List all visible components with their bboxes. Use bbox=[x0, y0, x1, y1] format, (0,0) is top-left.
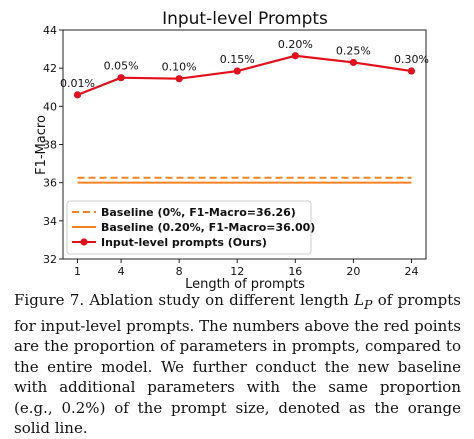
data-point bbox=[117, 74, 125, 82]
legend-label: Input-level prompts (Ours) bbox=[101, 236, 267, 249]
data-point bbox=[407, 67, 416, 75]
legend-marker bbox=[80, 238, 88, 246]
chart-title: Input-level Prompts bbox=[162, 9, 328, 29]
data-label: 0.25% bbox=[336, 44, 371, 57]
y-tick-label: 34 bbox=[43, 215, 57, 228]
data-point bbox=[233, 67, 241, 75]
data-point bbox=[349, 58, 357, 67]
x-axis-label: Length of prompts bbox=[185, 277, 305, 292]
data-label: 0.10% bbox=[162, 61, 197, 74]
y-tick-label: 42 bbox=[43, 62, 57, 75]
axes: 32 34 36 38 40 42 44 1 4 8 12 16 20 24 bbox=[43, 24, 418, 278]
caption-prefix: Figure 7. Ablation study on different le… bbox=[14, 291, 355, 309]
data-label: 0.05% bbox=[104, 60, 139, 73]
legend-box bbox=[66, 200, 312, 255]
baselines bbox=[77, 176, 412, 184]
legend: Baseline (0%, F1-Macro=36.26) Baseline (0… bbox=[66, 200, 315, 255]
data-label: 0.30% bbox=[394, 53, 429, 66]
data-point bbox=[73, 91, 82, 99]
caption-suffix: of prompts for input-level prompts. The … bbox=[14, 291, 461, 437]
data-label: 0.01% bbox=[60, 77, 95, 90]
data-point bbox=[291, 52, 299, 60]
y-tick-label: 32 bbox=[43, 253, 57, 266]
x-tick-label: 16 bbox=[288, 265, 302, 278]
figure-caption: Figure 7. Ablation study on different le… bbox=[14, 290, 461, 439]
x-tick-label: 1 bbox=[74, 265, 81, 278]
x-tick-label: 20 bbox=[346, 265, 360, 278]
x-tick-label: 8 bbox=[176, 265, 183, 278]
x-tick-label: 24 bbox=[404, 265, 418, 278]
caption-subscript: P bbox=[364, 297, 373, 312]
x-tick-label: 12 bbox=[230, 265, 244, 278]
y-tick-label: 40 bbox=[43, 100, 57, 113]
line-chart: Input-level Prompts 32 34 36 38 40 42 44 1 4 8 12 1… bbox=[34, 9, 429, 292]
legend-label: Baseline (0.20%, F1-Macro=36.00) bbox=[101, 221, 315, 234]
y-axis-label: F1-Macro bbox=[34, 115, 49, 175]
data-label: 0.15% bbox=[220, 53, 255, 66]
y-tick-label: 38 bbox=[43, 139, 57, 152]
y-tick-label: 44 bbox=[43, 24, 57, 37]
legend-label: Baseline (0%, F1-Macro=36.26) bbox=[101, 206, 296, 219]
data-label: 0.20% bbox=[278, 38, 313, 51]
data-point bbox=[175, 75, 183, 83]
x-tick-label: 4 bbox=[118, 265, 125, 278]
series-input-level: 0.01% 0.05% 0.10% 0.15% 0.20% 0.25% 0.30% bbox=[60, 38, 429, 99]
y-tick-label: 36 bbox=[43, 177, 57, 190]
caption-symbol: L bbox=[354, 291, 365, 309]
